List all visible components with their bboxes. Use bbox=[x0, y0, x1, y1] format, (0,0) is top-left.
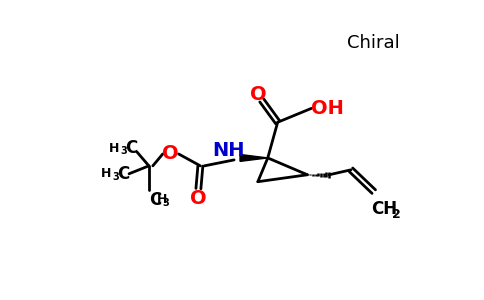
Text: C: C bbox=[125, 139, 137, 157]
Text: 3: 3 bbox=[163, 197, 169, 208]
Text: O: O bbox=[250, 85, 266, 104]
Text: OH: OH bbox=[311, 99, 344, 118]
Text: H: H bbox=[157, 193, 167, 206]
Text: O: O bbox=[190, 189, 207, 208]
Text: CH: CH bbox=[372, 200, 398, 218]
Polygon shape bbox=[240, 154, 268, 161]
Text: 2: 2 bbox=[392, 208, 401, 221]
Text: H: H bbox=[101, 167, 111, 180]
Text: NH: NH bbox=[212, 140, 244, 160]
Text: 3: 3 bbox=[112, 172, 119, 182]
Text: C: C bbox=[117, 165, 129, 183]
Text: 3: 3 bbox=[120, 146, 127, 156]
Text: O: O bbox=[162, 145, 179, 164]
Text: H: H bbox=[109, 142, 119, 154]
Text: C: C bbox=[149, 190, 161, 208]
Text: Chiral: Chiral bbox=[348, 34, 400, 52]
